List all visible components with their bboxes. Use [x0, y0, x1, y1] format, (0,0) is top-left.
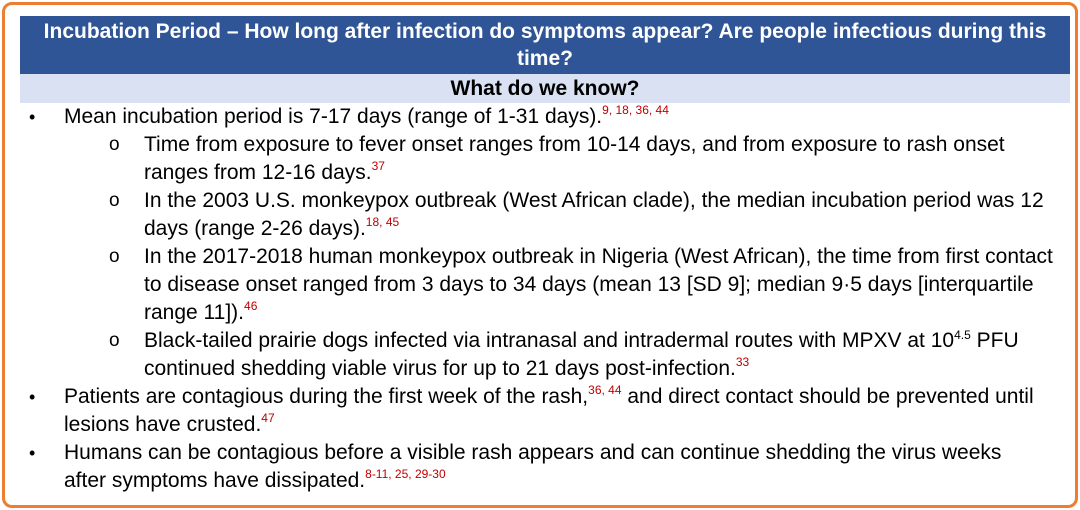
list-item: • Humans can be contagious before a visi…: [5, 439, 1044, 495]
bullet-list: • Mean incubation period is 7-17 days (r…: [5, 103, 1075, 495]
sub-bullet-marker: o: [109, 330, 120, 351]
bullet-marker: •: [29, 107, 36, 127]
item-text: Mean incubation period is 7-17 days (ran…: [64, 105, 603, 128]
reference-superscript: 46: [244, 299, 258, 313]
reference-superscript: 47: [261, 411, 275, 425]
list-item: o Time from exposure to fever onset rang…: [5, 131, 1054, 187]
bullet-marker: •: [29, 387, 36, 407]
reference-superscript: 9, 18, 36, 44: [602, 103, 669, 117]
item-text-start: Black-tailed prairie dogs infected via i…: [144, 329, 955, 352]
bullet-marker: •: [29, 443, 36, 463]
list-item: • Patients are contagious during the fir…: [5, 383, 1044, 439]
panel-title: Incubation Period – How long after infec…: [20, 16, 1070, 74]
item-text-end: PFU continued shedding viable virus for …: [144, 329, 1019, 380]
reference-superscript: 37: [371, 159, 385, 173]
item-text: Time from exposure to fever onset ranges…: [144, 133, 1005, 184]
sub-bullet-marker: o: [109, 134, 120, 155]
list-item: • Mean incubation period is 7-17 days (r…: [5, 103, 1044, 131]
item-text: In the 2017-2018 human monkeypox outbrea…: [144, 245, 1053, 324]
list-item: o In the 2003 U.S. monkeypox outbreak (W…: [5, 187, 1054, 243]
reference-superscript: 18, 45: [365, 215, 400, 229]
list-item: o Black-tailed prairie dogs infected via…: [5, 327, 1054, 383]
sub-bullet-marker: o: [109, 246, 120, 267]
list-item: o In the 2017-2018 human monkeypox outbr…: [5, 243, 1054, 327]
reference-superscript: 36, 44: [588, 383, 622, 397]
reference-superscript: 33: [735, 355, 750, 369]
item-text: In the 2003 U.S. monkeypox outbreak (Wes…: [144, 189, 1044, 240]
sub-bullet-marker: o: [109, 190, 120, 211]
item-text-end: and direct contact should be prevented u…: [64, 385, 1034, 436]
exponent-superscript: 4.5: [954, 328, 971, 342]
item-text: Humans can be contagious before a visibl…: [64, 441, 1002, 492]
reference-superscript: 8-11, 25, 29-30: [365, 467, 446, 481]
panel-subtitle: What do we know?: [20, 74, 1070, 103]
item-text-start: Patients are contagious during the first…: [64, 385, 589, 408]
